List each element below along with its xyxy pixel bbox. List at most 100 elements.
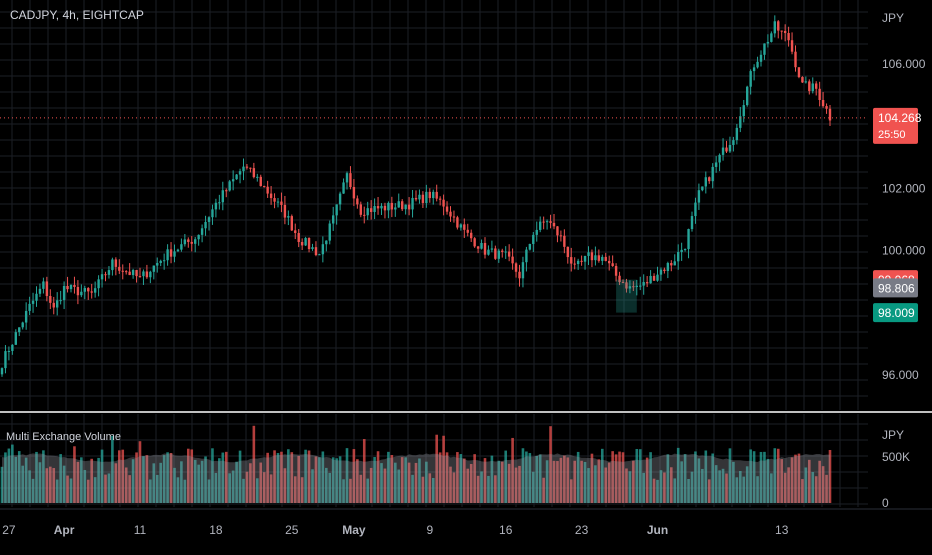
candle: [501, 248, 504, 258]
volume-bar: [373, 457, 376, 503]
candle: [394, 203, 397, 217]
candle-body: [746, 86, 749, 106]
candle-body: [214, 202, 218, 210]
candle: [290, 214, 293, 231]
volume-bar: [293, 476, 297, 503]
candle-body: [438, 198, 442, 200]
candle-body: [428, 191, 431, 199]
volume-bar: [45, 468, 49, 503]
volume-bar: [80, 457, 83, 503]
candle: [532, 232, 535, 252]
volume-bar: [431, 477, 435, 503]
candle-body: [387, 202, 390, 211]
price-tick-label: 100.000: [882, 244, 926, 258]
volume-bar: [428, 473, 432, 503]
candle: [342, 178, 345, 194]
candle: [573, 257, 576, 270]
candle-body: [801, 77, 804, 83]
candle: [625, 278, 628, 293]
volume-bar: [321, 451, 325, 503]
candle-body: [0, 368, 4, 375]
candle: [21, 321, 24, 330]
time-tick-label: 23: [575, 523, 589, 537]
volume-bar: [345, 448, 349, 503]
candle-body: [104, 274, 107, 276]
candle: [825, 103, 828, 114]
candle-body: [580, 260, 583, 262]
candle: [273, 193, 276, 209]
volume-bar: [752, 451, 756, 503]
candle-body: [114, 259, 118, 267]
candle-body: [559, 235, 563, 237]
price-tick-label: 106.000: [882, 57, 926, 71]
price-label-countdown: 25:50: [878, 129, 906, 141]
volume-bar: [369, 467, 373, 503]
volume-bar: [128, 475, 131, 503]
volume-bar: [331, 457, 335, 503]
candle: [528, 243, 532, 251]
candle-body: [332, 215, 335, 224]
price-tick-label: 102.000: [882, 181, 926, 195]
candle: [214, 198, 218, 218]
candle: [714, 156, 718, 173]
candle-body: [176, 249, 180, 252]
volume-bar: [500, 461, 504, 503]
volume-bar: [24, 457, 28, 503]
volume-indicator-title[interactable]: Multi Exchange Volume: [6, 431, 121, 443]
candle: [242, 158, 245, 181]
candle-body: [183, 239, 187, 245]
candle-body: [404, 204, 407, 210]
candle: [521, 256, 525, 288]
volume-bar: [290, 452, 294, 503]
volume-bar: [759, 451, 763, 503]
candle-body: [100, 274, 104, 280]
candle-body: [549, 221, 552, 223]
volume-bar: [690, 471, 694, 503]
candle: [742, 99, 745, 123]
candle-body: [766, 41, 770, 44]
volume-bar: [625, 468, 628, 503]
candle: [628, 280, 632, 294]
candle: [397, 193, 400, 208]
symbol-title[interactable]: CADJPY, 4h, EIGHTCAP: [10, 8, 144, 22]
candle-body: [190, 241, 193, 244]
candle-body: [142, 271, 145, 277]
candle-body: [770, 33, 773, 42]
volume-bar: [145, 455, 149, 503]
candle-body: [245, 166, 249, 168]
candle-body: [618, 275, 621, 283]
volume-bar: [387, 451, 390, 503]
candle-body: [573, 263, 576, 265]
volume-bar: [349, 478, 352, 503]
candle: [463, 218, 466, 238]
candle: [218, 194, 221, 210]
candle: [276, 197, 280, 208]
volume-bar: [663, 472, 666, 503]
chart-grid: [0, 0, 932, 510]
volume-bar: [714, 465, 718, 503]
candle: [14, 329, 17, 345]
candle: [411, 189, 414, 218]
candle-body: [425, 191, 428, 203]
candle-body: [369, 208, 373, 212]
candle: [49, 289, 52, 310]
candle: [487, 245, 490, 256]
candle: [256, 173, 259, 182]
volume-bar: [735, 477, 739, 503]
volume-bar: [673, 478, 677, 503]
candle-body: [273, 198, 276, 202]
candle-body: [152, 265, 155, 272]
candle-body: [24, 310, 28, 323]
candle: [542, 216, 545, 230]
candle-body: [456, 217, 459, 228]
volume-bar: [725, 473, 728, 503]
candle-body: [49, 295, 52, 303]
volume-bar: [224, 451, 228, 503]
volume-bar: [193, 459, 197, 503]
volume-bar: [808, 459, 811, 503]
candle: [173, 244, 176, 263]
volume-bar: [59, 454, 62, 503]
candle: [401, 199, 404, 212]
